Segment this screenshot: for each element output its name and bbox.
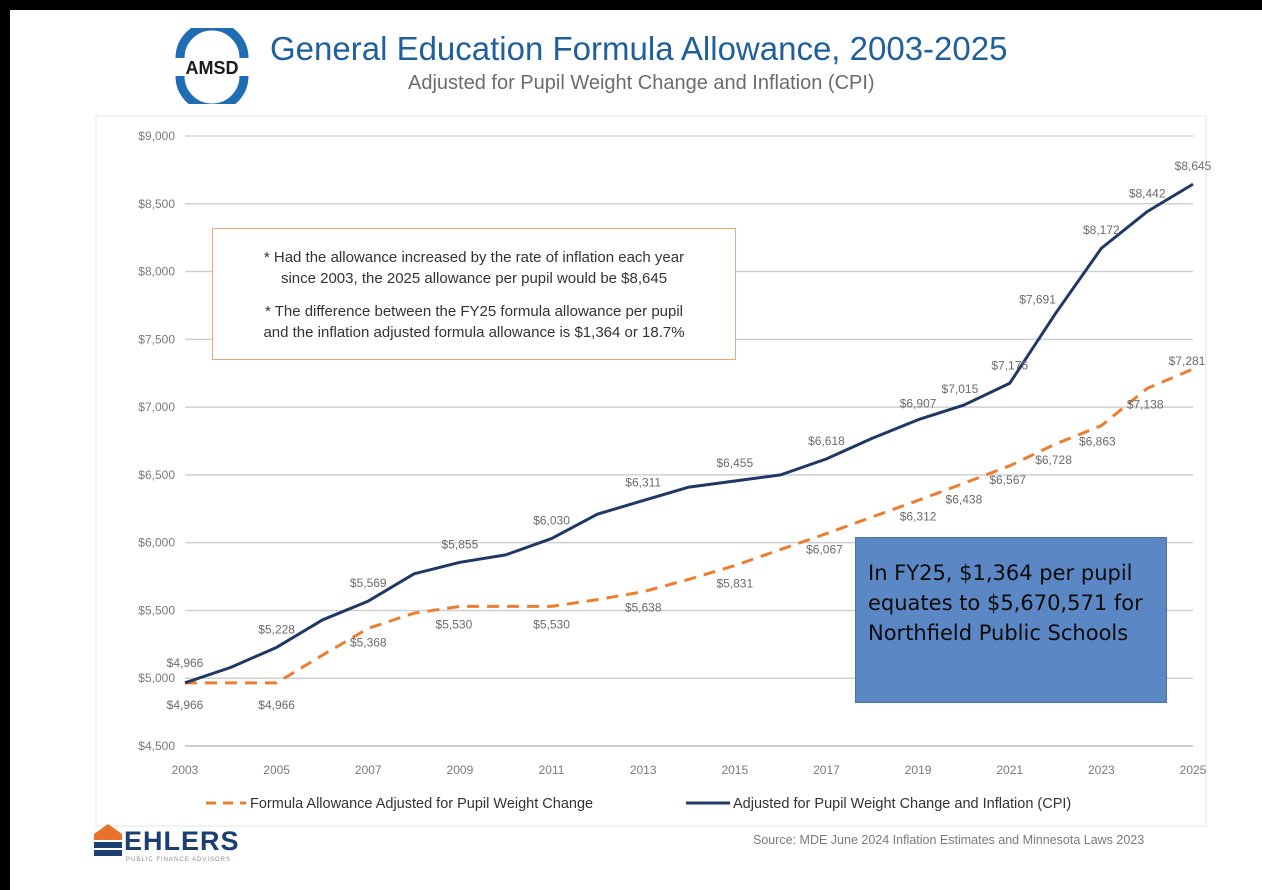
- data-label-formula: $5,831: [716, 577, 753, 591]
- info-line-2: since 2003, the 2025 allowance per pupil…: [280, 270, 668, 287]
- data-label-inflation: $5,569: [350, 576, 387, 590]
- x-tick-label: 2015: [721, 763, 748, 777]
- slide: [10, 10, 1262, 890]
- info-line-1: * Had the allowance increased by the rat…: [263, 249, 685, 266]
- y-tick-label: $4,500: [138, 739, 175, 753]
- source-note: Source: MDE June 2024 Inflation Estimate…: [753, 833, 1145, 847]
- data-label-inflation: $5,228: [258, 622, 295, 636]
- series-lines: [184, 182, 1194, 685]
- data-label-formula: $5,530: [436, 617, 473, 631]
- data-label-inflation: $8,442: [1129, 187, 1166, 201]
- y-tick-label: $8,000: [138, 265, 175, 279]
- info-line-4: and the inflation adjusted formula allow…: [263, 324, 685, 341]
- y-tick-label: $7,000: [138, 400, 175, 414]
- data-label-formula: $6,438: [946, 492, 983, 506]
- legend: Formula Allowance Adjusted for Pupil Wei…: [206, 796, 1071, 812]
- data-label-formula: $5,368: [350, 635, 387, 649]
- y-tick-label: $7,500: [138, 332, 175, 346]
- data-label-inflation: $8,172: [1083, 223, 1120, 237]
- y-tick-label: $5,000: [138, 671, 175, 685]
- data-label-formula: $4,966: [167, 698, 204, 712]
- data-label-inflation: $8,645: [1175, 159, 1212, 173]
- x-tick-label: 2017: [813, 763, 840, 777]
- data-label-inflation: $7,176: [991, 358, 1028, 372]
- ehlers-tagline: PUBLIC FINANCE ADVISORS: [126, 857, 232, 863]
- data-label-inflation: $7,691: [1019, 292, 1056, 306]
- x-tick-label: 2019: [905, 763, 932, 777]
- data-label-formula: $6,567: [989, 473, 1026, 487]
- y-tick-label: $8,500: [138, 197, 175, 211]
- data-label-formula: $6,312: [900, 509, 937, 523]
- info-box: * Had the allowance increased by the rat…: [212, 228, 736, 360]
- data-label-formula: $6,863: [1079, 435, 1116, 449]
- x-tick-label: 2011: [539, 763, 565, 777]
- y-tick-label: $5,500: [138, 603, 175, 617]
- info-line-3: * The difference between the FY25 formul…: [264, 303, 684, 320]
- data-label-inflation: $6,311: [625, 476, 661, 490]
- amsd-logo: AMSD: [175, 28, 249, 104]
- data-label-inflation: $4,966: [167, 656, 204, 670]
- data-label-inflation: $7,015: [942, 382, 979, 396]
- x-tick-label: 2025: [1180, 763, 1207, 777]
- series-line-inflation: [184, 182, 1194, 685]
- y-tick-label: $6,000: [138, 536, 175, 550]
- data-label-formula: $7,281: [1169, 354, 1206, 368]
- ehlers-logo-icon: [94, 824, 122, 856]
- data-label-formula: $6,728: [1035, 453, 1072, 467]
- x-tick-label: 2005: [263, 763, 290, 777]
- x-tick-label: 2009: [447, 763, 474, 777]
- x-axis-ticks: 2003 2005 2007 2009 2011 2013 2015 2017 2019 2021…: [172, 763, 1207, 777]
- x-tick-label: 2003: [172, 763, 199, 777]
- amsd-logo-text: AMSD: [186, 58, 239, 78]
- x-tick-label: 2023: [1088, 763, 1115, 777]
- series-line-formula: [185, 367, 1194, 685]
- callout-box: In FY25, $1,364 per pupil equates to $5,…: [855, 537, 1167, 703]
- data-label-formula: $4,966: [258, 698, 295, 712]
- x-tick-label: 2007: [355, 763, 382, 777]
- legend-label-inflation: Adjusted for Pupil Weight Change and Inf…: [733, 796, 1071, 812]
- ehlers-brand: EHLERS: [124, 826, 240, 856]
- data-label-inflation: $6,030: [533, 514, 570, 528]
- data-label-inflation: $6,618: [808, 434, 845, 448]
- chart-title: General Education Formula Allowance, 200…: [270, 30, 1008, 67]
- data-label-inflation: $6,455: [716, 456, 753, 470]
- y-tick-label: $9,000: [138, 129, 175, 143]
- legend-label-formula: Formula Allowance Adjusted for Pupil Wei…: [250, 796, 593, 812]
- plot-frame: [95, 115, 1207, 827]
- chart-subtitle: Adjusted for Pupil Weight Change and Inf…: [408, 72, 875, 94]
- x-tick-label: 2013: [630, 763, 657, 777]
- y-tick-label: $6,500: [138, 468, 175, 482]
- y-axis-ticks: $4,500 $5,000 $5,500 $6,000 $6,500 $7,000 $7,5…: [138, 129, 175, 753]
- data-label-formula: $7,138: [1127, 397, 1164, 411]
- data-label-inflation: $5,855: [442, 537, 479, 551]
- data-labels: $4,966 $4,966 $5,368 $5,530 $5,530 $5,638 $5,8…: [167, 159, 1212, 712]
- data-label-inflation: $6,907: [900, 397, 937, 411]
- data-label-formula: $5,638: [625, 601, 662, 615]
- data-label-formula: $5,530: [533, 617, 570, 631]
- data-label-formula: $6,067: [806, 543, 843, 557]
- x-tick-label: 2021: [996, 763, 1023, 777]
